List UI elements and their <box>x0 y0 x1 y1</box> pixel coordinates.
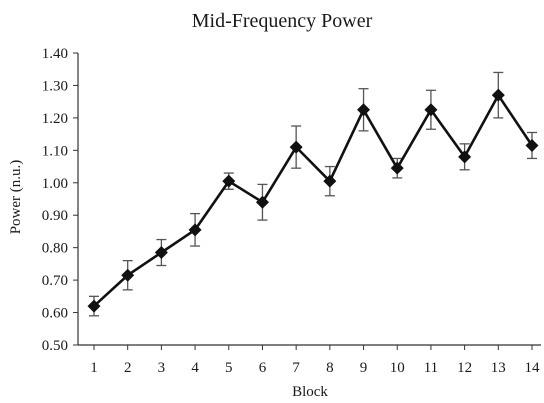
y-axis-label: Power (n.u.) <box>8 160 24 235</box>
x-tick-label: 3 <box>158 360 166 376</box>
x-tick-label: 12 <box>457 360 472 376</box>
error-bars <box>89 71 537 317</box>
data-point-diamond <box>121 268 135 282</box>
data-point-diamond <box>491 88 505 102</box>
data-point-diamond <box>87 299 101 313</box>
x-tick-label: 9 <box>360 360 368 376</box>
data-point-diamond <box>255 195 269 209</box>
y-tick-label: 1.00 <box>42 176 68 192</box>
data-point-diamond <box>424 103 438 117</box>
series-line <box>93 93 534 308</box>
y-tick-label: 1.30 <box>42 78 68 94</box>
y-tick-label: 0.90 <box>42 208 68 224</box>
x-ticks: 1 2 3 4 5 6 7 8 9 10 11 12 13 14 <box>90 345 540 376</box>
data-point-diamond <box>222 174 236 188</box>
x-tick-label: 5 <box>225 360 233 376</box>
x-tick-label: 10 <box>390 360 405 376</box>
y-tick-label: 1.10 <box>42 143 68 159</box>
x-tick-label: 13 <box>491 360 506 376</box>
data-point-diamond <box>154 246 168 260</box>
x-tick-label: 11 <box>424 360 438 376</box>
chart-title: Mid-Frequency Power <box>192 10 373 32</box>
x-tick-label: 14 <box>525 360 541 376</box>
x-tick-label: 2 <box>124 360 132 376</box>
x-tick-label: 6 <box>259 360 267 376</box>
data-point-diamond <box>323 174 337 188</box>
y-tick-label: 1.40 <box>42 46 68 62</box>
x-tick-label: 8 <box>326 360 334 376</box>
data-point-diamond <box>188 223 202 237</box>
y-tick-label: 0.70 <box>42 273 68 289</box>
y-ticks: 0.50 0.60 0.70 0.80 0.90 1.00 1.10 1.20 1.30 1.40 <box>42 46 78 354</box>
y-tick-label: 0.80 <box>42 241 68 257</box>
y-tick-label: 0.60 <box>42 306 68 322</box>
x-tick-label: 1 <box>90 360 98 376</box>
x-tick-label: 4 <box>191 360 199 376</box>
data-point-diamond <box>390 161 404 175</box>
data-point-diamond <box>525 138 539 152</box>
data-point-diamond <box>458 150 472 164</box>
x-axis-label: Block <box>292 384 328 400</box>
y-tick-label: 1.20 <box>42 111 68 127</box>
data-point-diamond <box>289 140 303 154</box>
data-point-diamond <box>357 103 371 117</box>
y-tick-label: 0.50 <box>42 338 68 354</box>
x-tick-label: 7 <box>292 360 300 376</box>
data-markers <box>87 88 539 313</box>
